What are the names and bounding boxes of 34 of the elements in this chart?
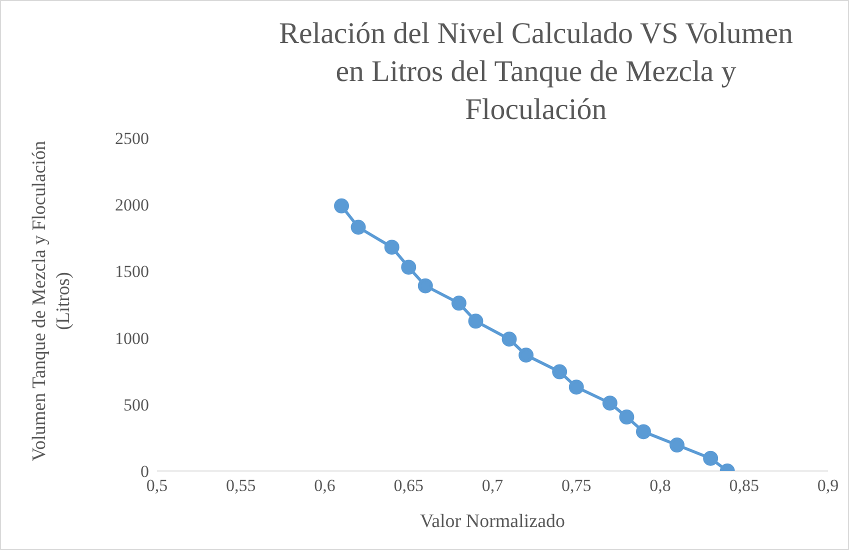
point — [350, 220, 366, 235]
x-tick-label: 0,5 — [146, 476, 168, 496]
y-tick-label: 0 — [140, 462, 149, 482]
x-tick-label: 0,7 — [482, 476, 504, 496]
point — [636, 424, 651, 440]
x-tick-label: 0,9 — [817, 476, 839, 496]
y-tick-label: 2000 — [115, 196, 149, 215]
y-tick-label: 500 — [124, 395, 149, 414]
point — [619, 410, 634, 425]
x-tick-label: 0,8 — [650, 476, 671, 496]
point — [502, 332, 517, 347]
point — [568, 380, 584, 395]
point — [703, 450, 718, 466]
point — [552, 364, 568, 380]
point — [602, 396, 618, 411]
point — [401, 260, 416, 275]
point — [334, 198, 350, 214]
point — [384, 240, 400, 255]
x-tick-label: 0,55 — [226, 476, 256, 496]
y-tick-label: 1500 — [115, 262, 149, 282]
point — [418, 278, 433, 294]
chart-title: Relación del Nivel Calculado VS Volumen en Litros del Tanque de Mezcla y Floculación — [278, 16, 794, 128]
x-tick-label: 0,85 — [729, 476, 759, 496]
y-axis-title: Volumen Tanque de Mezcla y Floculación (Litros) — [28, 140, 75, 464]
y-tick-label: 1000 — [115, 328, 149, 348]
point — [451, 296, 466, 311]
y-tick-label: 2500 — [115, 129, 149, 148]
x-axis-title: Valor Normalizado — [418, 511, 566, 533]
point — [670, 438, 685, 453]
x-tick-label: 0,6 — [314, 476, 336, 496]
point — [518, 348, 534, 363]
x-tick-label: 0,75 — [562, 476, 592, 496]
point — [468, 314, 484, 329]
x-tick-label: 0,65 — [394, 476, 424, 496]
